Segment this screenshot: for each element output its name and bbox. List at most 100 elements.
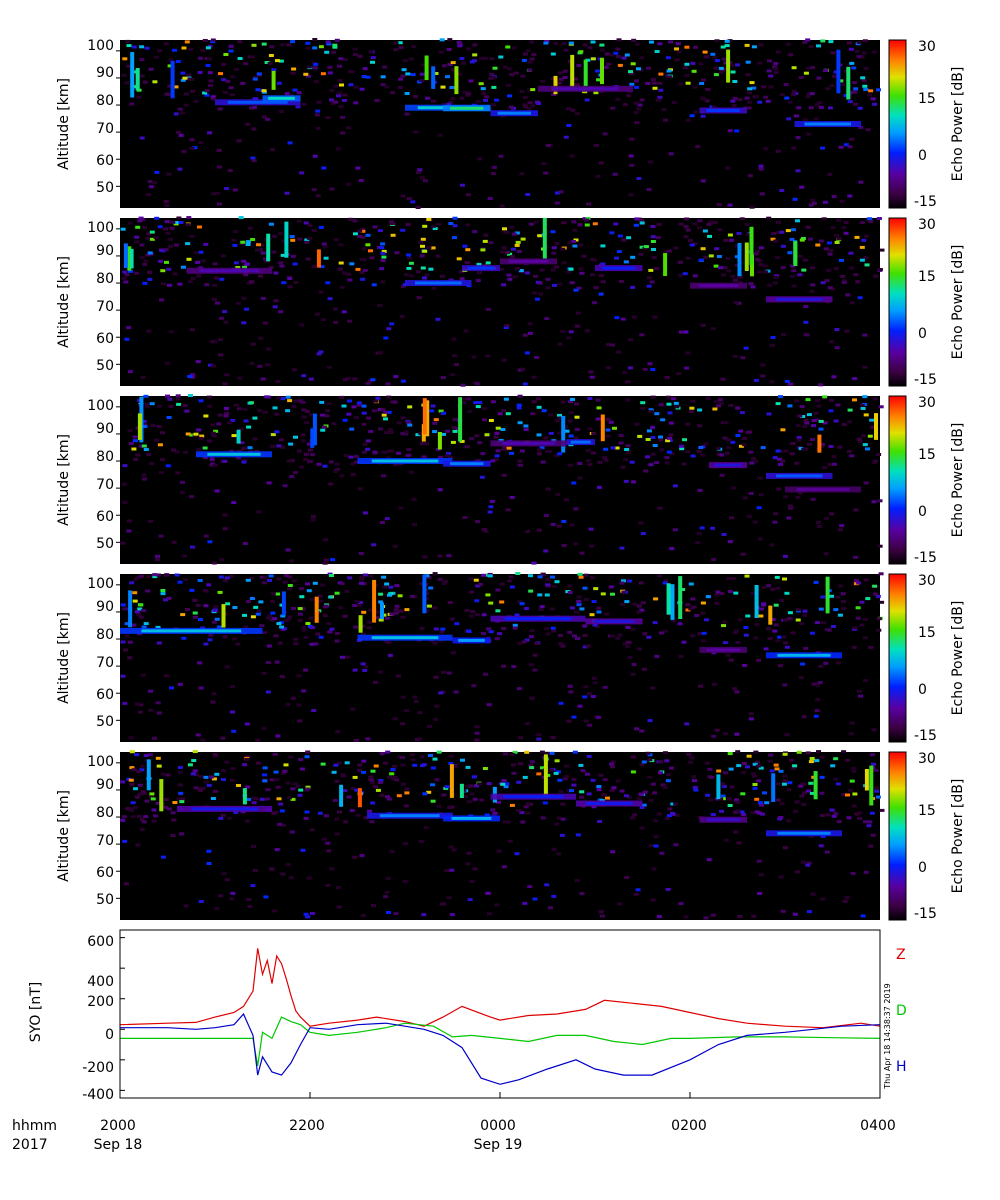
echo-speckle <box>763 647 769 651</box>
echo-speckle <box>305 582 310 586</box>
echo-speckle <box>787 404 793 408</box>
echo-speckle <box>203 242 209 246</box>
echo-speckle <box>270 433 276 437</box>
echo-speckle <box>802 613 808 617</box>
echo-speckle <box>230 93 235 97</box>
echo-speckle <box>574 637 580 640</box>
echo-speckle <box>216 422 222 426</box>
echo-speckle <box>640 407 646 410</box>
echo-speckle <box>519 172 525 176</box>
echo-speckle <box>300 439 306 443</box>
echo-speckle <box>406 253 412 257</box>
echo-speckle <box>752 786 758 790</box>
echo-speckle <box>402 880 408 883</box>
echo-speckle <box>146 232 152 236</box>
echo-speckle <box>146 453 152 457</box>
y-tick-label: 90 <box>96 65 114 81</box>
echo-speckle <box>777 664 783 668</box>
echo-speckle <box>340 655 345 659</box>
echo-speckle <box>245 243 251 246</box>
echo-speckle <box>142 477 147 481</box>
echo-speckle <box>740 552 746 556</box>
echo-speckle <box>396 421 402 425</box>
echo-speckle <box>163 248 169 252</box>
echo-speckle <box>384 616 390 620</box>
echo-speckle <box>634 217 640 221</box>
echo-speckle <box>853 508 859 512</box>
echo-speckle <box>689 114 695 118</box>
echo-speckle <box>718 266 723 270</box>
echo-speckle <box>308 448 313 452</box>
echo-speckle <box>637 434 643 438</box>
echo-speckle <box>600 592 606 596</box>
echo-speckle <box>530 88 536 92</box>
echo-speckle <box>252 437 258 441</box>
echo-speckle <box>652 791 657 795</box>
echo-speckle <box>427 724 433 728</box>
echo-speckle <box>177 770 183 774</box>
echo-speckle <box>528 764 534 767</box>
echo-speckle <box>509 451 514 455</box>
echo-speckle <box>839 199 845 203</box>
echo-speckle <box>260 377 266 381</box>
echo-speckle <box>416 296 422 300</box>
echo-speckle <box>495 588 501 592</box>
echo-speckle <box>641 760 647 764</box>
echo-speckle <box>244 307 250 311</box>
echo-speckle <box>322 605 328 609</box>
echo-speckle <box>507 839 513 843</box>
echo-speckle <box>426 790 432 794</box>
echo-speckle <box>525 529 531 533</box>
echo-streak <box>678 576 683 619</box>
echo-speckle <box>352 668 358 672</box>
y-tick-label: 70 <box>96 121 114 137</box>
echo-speckle <box>330 558 336 562</box>
echo-speckle <box>285 395 291 399</box>
echo-speckle <box>763 147 769 151</box>
echo-speckle <box>666 450 672 454</box>
echo-speckle <box>247 446 253 450</box>
colorbar-tick-label: -15 <box>914 550 937 566</box>
echo-speckle <box>846 816 852 820</box>
echo-speckle <box>163 227 169 231</box>
echo-speckle <box>605 434 611 438</box>
echo-speckle <box>538 292 544 296</box>
echo-speckle <box>346 272 351 276</box>
echo-speckle <box>279 43 285 47</box>
echo-speckle <box>377 304 383 307</box>
echo-speckle <box>752 520 758 524</box>
echo-speckle <box>752 783 758 786</box>
echo-speckle <box>387 593 392 597</box>
echo-speckle <box>136 770 142 774</box>
echo-speckle <box>763 270 769 274</box>
echo-speckle <box>774 767 780 771</box>
echo-speckle <box>741 762 747 765</box>
echo-speckle <box>586 202 592 206</box>
echo-speckle <box>743 346 749 350</box>
echo-speckle <box>820 834 826 838</box>
echo-speckle <box>154 438 160 442</box>
echo-speckle <box>505 45 511 49</box>
echo-speckle <box>495 609 501 613</box>
echo-speckle <box>278 261 284 265</box>
echo-speckle <box>626 94 631 98</box>
magnetometer-plot <box>119 937 881 1091</box>
echo-speckle <box>385 382 391 386</box>
echo-speckle <box>243 625 249 629</box>
echo-speckle <box>703 442 709 446</box>
echo-speckle <box>218 316 224 320</box>
echo-speckle <box>675 42 681 46</box>
echo-speckle <box>851 769 857 773</box>
echo-speckle <box>573 288 579 292</box>
echo-speckle <box>584 218 590 222</box>
echo-speckle <box>501 447 507 451</box>
echo-speckle <box>838 145 844 149</box>
echo-speckle <box>782 554 788 558</box>
echo-speckle <box>624 794 629 798</box>
echo-speckle <box>850 766 856 770</box>
echo-speckle <box>597 820 602 823</box>
echo-speckle <box>479 475 485 479</box>
hhmm-label: hhmm <box>12 1118 57 1134</box>
echo-speckle <box>437 133 443 137</box>
echo-speckle <box>630 285 636 289</box>
